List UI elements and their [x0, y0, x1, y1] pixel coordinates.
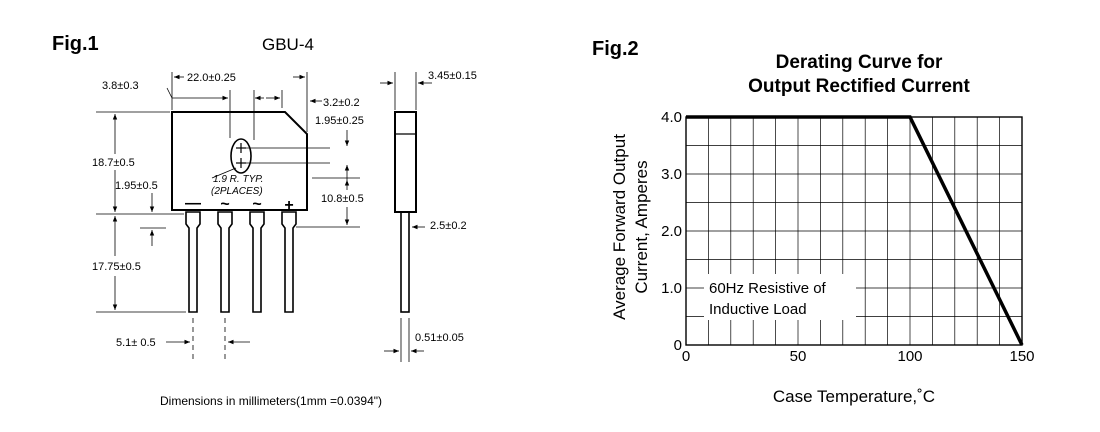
dim-2-5: 2.5±0.2 — [430, 220, 467, 232]
pin-label-ac1: ~ — [220, 196, 229, 213]
x-tick-label: 150 — [1009, 348, 1034, 365]
y-tick-label: 3.0 — [661, 166, 682, 183]
pin-label-ac2: ~ — [252, 196, 261, 213]
pins — [185, 211, 297, 313]
radius-note-2: (2PLACES) — [211, 186, 263, 197]
dim-22-0: 22.0±0.25 — [187, 72, 236, 84]
x-tick-label: 50 — [790, 348, 807, 365]
pin-label-minus: — — [185, 195, 201, 212]
side-view-body — [394, 111, 417, 213]
y-tick-label: 4.0 — [661, 109, 682, 126]
load-note-line1: 60Hz Resistive of — [709, 280, 827, 297]
side-view-lead — [400, 211, 410, 313]
chart-title-line2: Output Rectified Current — [748, 76, 970, 97]
y-tick-label: 1.0 — [661, 280, 682, 297]
dim-3-45: 3.45±0.15 — [428, 70, 477, 82]
dim-1-95-left: 1.95±0.5 — [115, 180, 158, 192]
package-label: GBU-4 — [262, 35, 314, 54]
dim-17-75: 17.75±0.5 — [92, 261, 141, 273]
package-body — [171, 111, 308, 211]
dim-5-1: 5.1± 0.5 — [116, 337, 156, 349]
dim-0-51: 0.51±0.05 — [415, 332, 464, 344]
pin-label-plus: + — [284, 197, 293, 214]
y-axis-label-line1: Average Forward Output — [610, 134, 629, 320]
load-note-line2: Inductive Load — [709, 301, 807, 318]
fig2-title: Fig.2 — [592, 38, 639, 60]
fig1-drawing: Fig.1 GBU-4 — ~ ~ + 1.9 R. TYP. (2PLACES… — [52, 33, 477, 408]
radius-note-1: 1.9 R. TYP. — [213, 174, 263, 185]
x-axis-label: Case Temperature,˚C — [773, 387, 935, 406]
dim-3-8: 3.8±0.3 — [102, 80, 139, 92]
mounting-hole — [230, 138, 252, 174]
x-tick-label: 0 — [682, 348, 690, 365]
fig1-title: Fig.1 — [52, 33, 99, 55]
fig2-chart: Fig.2 Derating Curve for Output Rectifie… — [592, 38, 1035, 406]
load-note-box — [704, 274, 856, 320]
dim-18-7: 18.7±0.5 — [92, 157, 135, 169]
y-axis-label-line2: Current, Amperes — [632, 160, 651, 293]
x-tick-label: 100 — [897, 348, 922, 365]
y-tick-label: 0 — [674, 337, 682, 354]
y-tick-label: 2.0 — [661, 223, 682, 240]
derating-curve-line — [686, 115, 1024, 346]
dim-3-2: 3.2±0.2 — [323, 97, 360, 109]
dim-1-95-top: 1.95±0.25 — [315, 115, 364, 127]
dimensions-caption: Dimensions in millimeters(1mm =0.0394") — [160, 394, 382, 408]
chart-title-line1: Derating Curve for — [776, 52, 943, 73]
dim-10-8: 10.8±0.5 — [321, 193, 364, 205]
plot-area: 0 50 100 150 0 1.0 2.0 3.0 4.0 — [661, 109, 1034, 365]
